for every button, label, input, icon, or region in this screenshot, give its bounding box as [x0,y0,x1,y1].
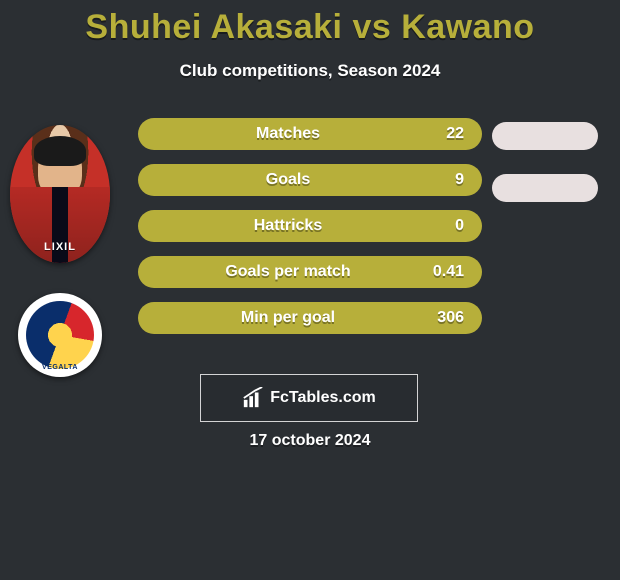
stat-value: 22 [420,125,464,143]
brand-text: FcTables.com [270,389,376,407]
page-subtitle: Club competitions, Season 2024 [0,61,620,81]
stat-value: 306 [420,309,464,327]
bars-icon [242,387,264,409]
stat-row-matches: Matches 22 [138,118,482,150]
player-avatar: LIXIL [10,125,110,263]
club-avatar: VEGALTA [18,293,102,377]
bubble-1 [492,122,598,150]
stat-label: Goals [156,171,420,189]
date-text: 17 october 2024 [0,432,620,450]
avatars-column: LIXIL VEGALTA [10,125,110,377]
stat-value: 0.41 [420,263,464,281]
stat-row-hattricks: Hattricks 0 [138,210,482,242]
stat-value: 9 [420,171,464,189]
stat-label: Matches [156,125,420,143]
right-bubbles [492,122,598,226]
stat-label: Hattricks [156,217,420,235]
brand-box: FcTables.com [200,374,418,422]
bubble-2 [492,174,598,202]
stat-label: Min per goal [156,309,420,327]
club-name: VEGALTA [18,364,102,371]
stat-value: 0 [420,217,464,235]
stat-row-min-per-goal: Min per goal 306 [138,302,482,334]
stat-label: Goals per match [156,263,420,281]
page-title: Shuhei Akasaki vs Kawano [0,0,620,47]
stats-bars: Matches 22 Goals 9 Hattricks 0 Goals per… [138,118,482,348]
club-badge-art [26,301,94,369]
stat-row-goals-per-match: Goals per match 0.41 [138,256,482,288]
stat-row-goals: Goals 9 [138,164,482,196]
jersey-sponsor-text: LIXIL [44,241,76,253]
